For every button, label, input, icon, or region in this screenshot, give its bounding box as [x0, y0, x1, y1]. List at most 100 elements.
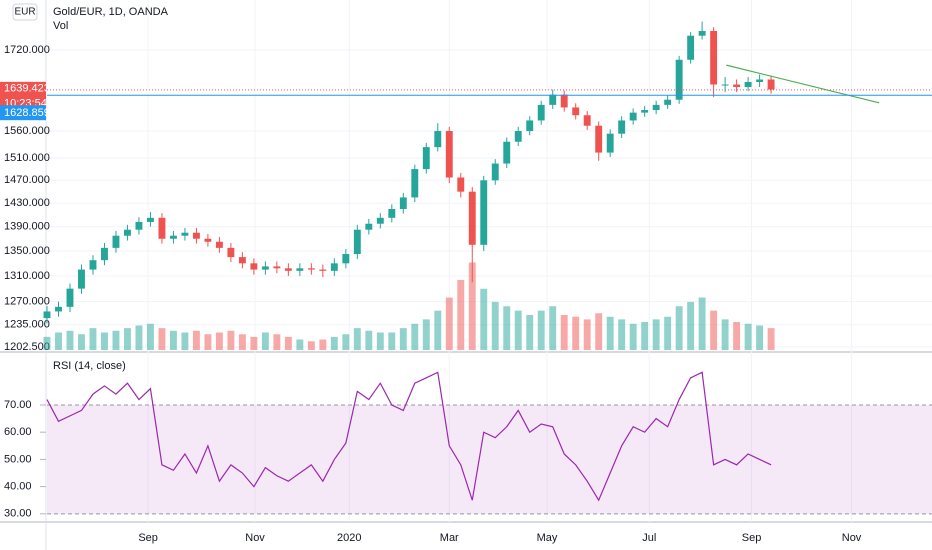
candle-body: [181, 232, 189, 236]
volume-bar: [124, 328, 131, 350]
candle-body: [675, 59, 683, 100]
volume-bar: [687, 301, 695, 350]
candle-body: [687, 35, 695, 60]
candle-body: [491, 163, 499, 181]
volume-bar: [146, 323, 154, 350]
volume-bar: [641, 322, 649, 350]
candle-body: [307, 268, 315, 270]
currency-button-label[interactable]: EUR: [14, 7, 35, 18]
candle-body: [388, 209, 396, 218]
volume-bar: [192, 330, 200, 350]
volume-bar: [698, 297, 706, 350]
candle-body: [158, 217, 166, 239]
volume-bar: [204, 334, 212, 350]
volume-bar: [526, 315, 534, 350]
candle-body: [560, 94, 568, 108]
candle-body: [250, 263, 258, 270]
candle-body: [89, 260, 97, 270]
plot: [43, 21, 775, 502]
volume-bar: [43, 336, 51, 350]
candle-body: [66, 288, 74, 307]
candle-body: [284, 268, 292, 271]
volume-bar: [491, 301, 499, 350]
candle-body: [756, 79, 764, 83]
y-tick-label: 1430.000: [4, 197, 50, 209]
volume-label: Vol: [53, 20, 68, 32]
volume-bar: [411, 323, 419, 350]
volume-bar: [549, 306, 557, 350]
candle-body: [480, 180, 488, 245]
candle-body: [514, 131, 522, 142]
candle-body: [78, 269, 85, 289]
volume-bar: [319, 339, 327, 350]
candle-body: [721, 84, 729, 86]
y-tick-label: 1202.500: [4, 341, 50, 353]
candle-body: [124, 229, 131, 236]
rsi-line: [46, 371, 772, 502]
volume-bar: [583, 319, 591, 350]
candle-body: [238, 257, 246, 264]
candle-body: [710, 30, 718, 85]
volume-bar: [250, 336, 258, 350]
rsi-tick-label: 30.00: [4, 508, 32, 520]
x-tick-label: 2020: [337, 532, 361, 544]
chart-title: Gold/EUR, 1D, OANDA: [53, 6, 169, 18]
candle-body: [445, 131, 453, 178]
volume-bar: [215, 332, 223, 350]
volume-bar: [503, 306, 511, 350]
volume-bar: [560, 315, 568, 350]
rsi-band: [47, 404, 932, 514]
volume-bar: [606, 316, 614, 350]
volume-bar: [468, 262, 476, 350]
candle-body: [112, 235, 120, 248]
volume-bar: [733, 322, 741, 350]
volume-bar: [273, 334, 281, 350]
volume-bar: [537, 310, 545, 350]
candle-body: [399, 197, 407, 210]
x-tick-label: Sep: [742, 532, 762, 544]
candle-body: [767, 79, 775, 90]
candle-body: [422, 147, 430, 170]
volume-bar: [78, 334, 85, 350]
volume-bar: [55, 332, 62, 350]
volume-bar: [652, 319, 660, 350]
y-tick-label: 1720.000: [4, 44, 50, 56]
x-tick-label: May: [537, 532, 558, 544]
volume-bar: [238, 334, 246, 350]
bid-price-label: 1628.859: [4, 107, 50, 119]
candle-body: [526, 120, 534, 132]
candle-body: [353, 229, 361, 255]
candle-body: [273, 266, 281, 269]
volume-bar: [66, 330, 74, 350]
volume-bar: [480, 288, 488, 350]
candle-body: [606, 133, 614, 153]
volume-bar: [112, 330, 120, 350]
x-tick-label: Jul: [642, 532, 656, 544]
candle-body: [583, 115, 591, 126]
candle-body: [733, 84, 741, 88]
candle-body: [549, 94, 557, 105]
candle-body: [319, 269, 327, 271]
candle-body: [652, 104, 660, 111]
volume-bar: [572, 316, 580, 350]
candle-body: [572, 107, 580, 116]
volume-bar: [376, 332, 384, 350]
volume-bar: [307, 341, 315, 350]
candle-body: [43, 311, 51, 319]
volume-bar: [135, 325, 143, 350]
y-tick-label: 1470.000: [4, 174, 50, 186]
volume-bar: [169, 330, 177, 350]
volume-bar: [445, 297, 453, 350]
x-tick-label: Nov: [245, 532, 265, 544]
y-tick-label: 1350.000: [4, 245, 50, 257]
candle-body: [664, 99, 672, 105]
volume-bar: [434, 310, 442, 350]
currency-button[interactable]: [12, 3, 38, 21]
candle-body: [641, 110, 649, 113]
volume-bar: [158, 328, 166, 350]
candle-body: [468, 191, 476, 245]
volume-bar: [514, 310, 522, 350]
x-tick-label: Mar: [440, 532, 459, 544]
